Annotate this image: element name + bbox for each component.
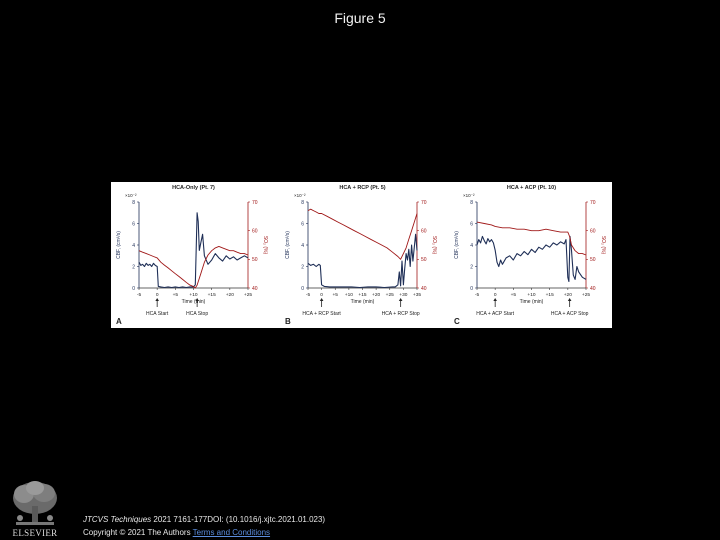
panel-letter: B <box>285 317 291 326</box>
x-tick-label: 0 <box>494 292 497 298</box>
event-label: HCA + RCP Stop <box>382 311 420 317</box>
y-tick-label-right: 40 <box>590 286 596 292</box>
y-tick-label-left: 2 <box>301 264 304 270</box>
event-arrowhead <box>195 298 199 301</box>
y-tick-label-left: 4 <box>132 243 135 249</box>
y-tick-label-right: 50 <box>590 257 596 263</box>
panel-title: HCA + ACP (Pt. 10) <box>507 185 556 191</box>
so2-series-line <box>307 208 418 260</box>
event-label: HCA + RCP Start <box>302 311 341 317</box>
event-arrowhead <box>493 298 497 301</box>
x-tick-label: +10 <box>189 292 197 298</box>
x-tick-label: +15 <box>546 292 554 298</box>
x-axis-label: Time (min) <box>351 299 375 305</box>
citation-details: 2021 7161-177DOI: (10.1016/j.xjtc.2021.0… <box>151 515 326 524</box>
panel-title: HCA + RCP (Pt. 5) <box>339 185 385 191</box>
panel-letter: A <box>116 317 122 326</box>
y-tick-label-right: 60 <box>590 228 596 234</box>
y-tick-label-left: 0 <box>132 286 135 292</box>
event-arrowhead <box>398 298 403 301</box>
y-tick-label-left: 8 <box>470 200 473 206</box>
x-tick-label: +5 <box>173 292 179 298</box>
y-axis-label-right: SO₂ (%) <box>431 236 437 255</box>
publisher-name: ELSEVIER <box>12 528 58 538</box>
journal-name: JTCVS Techniques <box>83 515 152 524</box>
y-exponent-label: ×10⁻² <box>294 193 306 198</box>
y-tick-label-right: 40 <box>252 286 258 292</box>
copyright-text: Copyright © 2021 The Authors <box>83 528 191 537</box>
event-label: HCA Stop <box>186 311 208 317</box>
so2-series-line <box>476 221 587 256</box>
x-tick-label: +20 <box>372 292 380 298</box>
x-tick-label: -5 <box>137 292 142 298</box>
y-axis-label-right: SO₂ (%) <box>262 236 268 255</box>
y-axis-label-left: CBF, (cm³/s) <box>454 231 460 259</box>
figure-title: Figure 5 <box>334 10 386 26</box>
terms-link[interactable]: Terms and Conditions <box>192 528 271 537</box>
x-tick-label: +30 <box>399 292 407 298</box>
x-tick-label: -5 <box>475 292 480 298</box>
x-tick-label: +35 <box>413 292 421 298</box>
y-tick-label-left: 0 <box>301 286 304 292</box>
x-tick-label: +5 <box>511 292 517 298</box>
event-label: HCA + ACP Start <box>476 311 514 317</box>
elsevier-tree-logo <box>6 478 64 540</box>
x-tick-label: 0 <box>156 292 159 298</box>
x-axis-label: Time (min) <box>182 299 206 305</box>
event-arrowhead <box>567 298 572 301</box>
x-tick-label: +15 <box>208 292 216 298</box>
y-tick-label-right: 40 <box>421 286 427 292</box>
x-tick-label: +20 <box>564 292 572 298</box>
x-tick-label: +25 <box>386 292 394 298</box>
x-tick-label: +15 <box>358 292 366 298</box>
y-axis-label-right: SO₂ (%) <box>600 236 606 255</box>
copyright-line: Copyright © 2021 The Authors Terms and C… <box>83 528 270 537</box>
citation-line: JTCVS Techniques 2021 7161-177DOI: (10.1… <box>83 515 325 524</box>
y-tick-label-right: 70 <box>590 200 596 206</box>
y-tick-label-right: 60 <box>252 228 258 234</box>
cbf-series-line <box>476 235 587 283</box>
event-arrowhead <box>319 298 324 301</box>
panel-title: HCA-Only (Pt. 7) <box>172 185 215 191</box>
y-tick-label-left: 2 <box>470 264 473 270</box>
cbf-series-line <box>307 233 418 289</box>
y-tick-label-right: 60 <box>421 228 427 234</box>
y-tick-label-left: 0 <box>470 286 473 292</box>
y-exponent-label: ×10⁻² <box>463 193 475 198</box>
x-tick-label: +10 <box>527 292 535 298</box>
y-tick-label-right: 50 <box>252 257 258 263</box>
cbf-series-line <box>138 212 249 289</box>
y-tick-label-left: 4 <box>470 243 473 249</box>
x-axis-label: Time (min) <box>520 299 544 305</box>
event-label: HCA + ACP Stop <box>551 311 589 317</box>
y-axis-label-left: CBF, (cm³/s) <box>285 231 291 259</box>
panel-letter: C <box>454 317 460 326</box>
y-tick-label-left: 6 <box>301 221 304 227</box>
x-tick-label: 0 <box>320 292 323 298</box>
y-tick-label-right: 70 <box>252 200 258 206</box>
y-axis-label-left: CBF, (cm³/s) <box>116 231 122 259</box>
y-tick-label-right: 50 <box>421 257 427 263</box>
y-tick-label-left: 6 <box>470 221 473 227</box>
event-arrowhead <box>155 298 159 301</box>
x-tick-label: +5 <box>333 292 339 298</box>
y-tick-label-left: 6 <box>132 221 135 227</box>
y-tick-label-left: 8 <box>301 200 304 206</box>
x-tick-label: +25 <box>582 292 590 298</box>
x-tick-label: +25 <box>244 292 252 298</box>
y-tick-label-right: 70 <box>421 200 427 206</box>
y-tick-label-left: 2 <box>132 264 135 270</box>
x-tick-label: -5 <box>306 292 311 298</box>
so2-series-line <box>138 245 249 289</box>
event-label: HCA Start <box>146 311 169 317</box>
y-tick-label-left: 4 <box>301 243 304 249</box>
y-tick-label-left: 8 <box>132 200 135 206</box>
x-tick-label: +20 <box>226 292 234 298</box>
figure-image: HCA-Only (Pt. 7) ×10⁻² 0 2 4 6 8 40 50 60 70 -5 0 +5 +… <box>111 182 612 328</box>
y-exponent-label: ×10⁻² <box>125 193 137 198</box>
x-tick-label: +10 <box>345 292 353 298</box>
